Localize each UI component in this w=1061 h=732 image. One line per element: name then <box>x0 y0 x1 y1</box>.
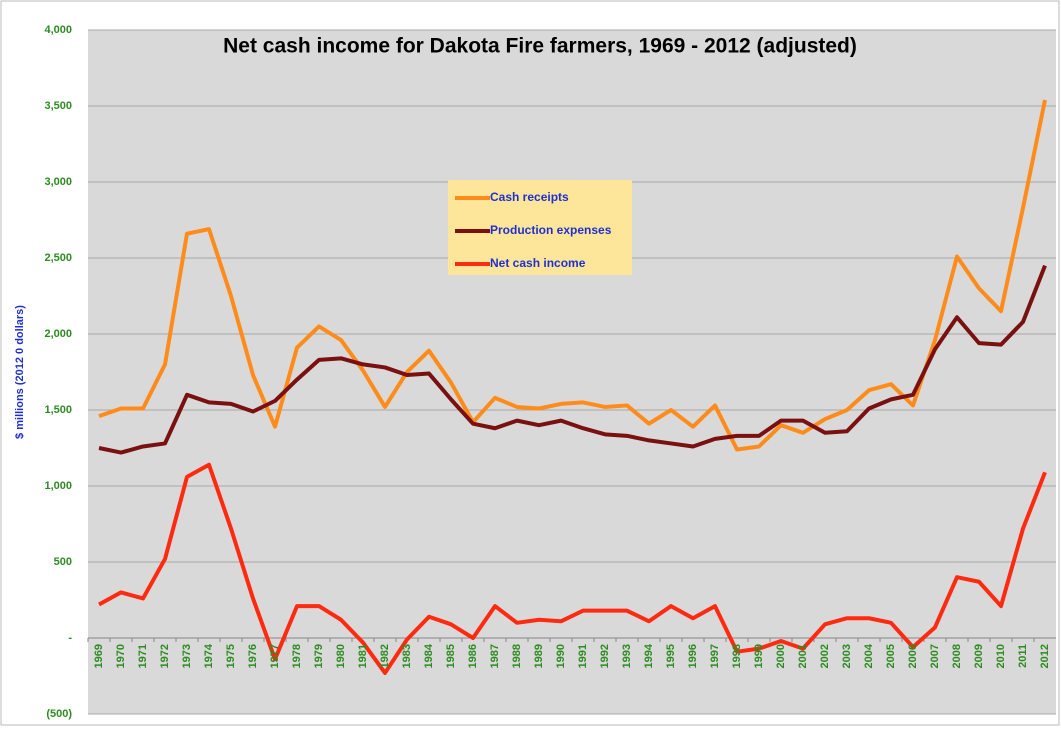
y-axis-title: $ millions (2012 0 dollars) <box>14 305 26 439</box>
x-tick-label: 1979 <box>313 644 325 668</box>
x-tick-label: 1969 <box>93 644 105 668</box>
legend-label: Cash receipts <box>490 190 569 204</box>
x-tick-label: 1972 <box>159 644 171 668</box>
y-tick-label: - <box>68 632 72 644</box>
x-tick-label: 1999 <box>753 644 765 668</box>
x-tick-label: 2010 <box>995 644 1007 668</box>
series-line <box>98 264 1047 455</box>
y-tick-label: 500 <box>54 556 72 568</box>
x-tick-label: 1993 <box>621 644 633 668</box>
lines <box>98 99 1047 675</box>
x-tick-label: 1994 <box>643 643 655 668</box>
x-tick-label: 1975 <box>225 644 237 668</box>
x-tick-label: 1976 <box>247 644 259 668</box>
x-tick-label: 1989 <box>533 644 545 668</box>
x-tick-label: 2011 <box>1017 644 1029 668</box>
x-tick-label: 1992 <box>599 644 611 668</box>
y-tick-label: 3,000 <box>44 176 72 188</box>
y-tick-label: 4,000 <box>44 24 72 36</box>
x-tick-label: 1982 <box>379 644 391 668</box>
y-tick-label: (500) <box>46 708 72 720</box>
x-tick-label: 1971 <box>137 644 149 668</box>
x-tick-label: 1974 <box>203 643 215 668</box>
x-tick-label: 1978 <box>291 644 303 668</box>
legend-label: Net cash income <box>490 256 586 270</box>
y-tick-label: 1,000 <box>44 480 72 492</box>
x-tick-label: 2009 <box>973 644 985 668</box>
x-tick-label: 1990 <box>555 644 567 668</box>
x-tick-label: 1998 <box>731 644 743 668</box>
x-tick-label: 1970 <box>115 644 127 668</box>
x-tick-label: 1987 <box>489 644 501 668</box>
plot-area <box>88 30 1056 714</box>
x-tick-label: 1977 <box>269 644 281 668</box>
legend <box>448 180 632 275</box>
y-tick-label: 3,500 <box>44 100 72 112</box>
x-tick-label: 2012 <box>1039 644 1051 668</box>
x-tick-label: 1986 <box>467 644 479 668</box>
x-tick-label: 1980 <box>335 644 347 668</box>
y-tick-label: 2,500 <box>44 252 72 264</box>
x-tick-label: 2002 <box>819 644 831 668</box>
x-tick-label: 1985 <box>445 644 457 668</box>
x-tick-label: 1991 <box>577 644 589 668</box>
x-tick-label: 1973 <box>181 644 193 668</box>
legend-label: Production expenses <box>490 223 612 237</box>
x-tick-label: 2005 <box>885 644 897 668</box>
chart-title: Net cash income for Dakota Fire farmers,… <box>223 35 857 58</box>
x-tick-label: 2004 <box>863 643 875 668</box>
x-tick-label: 1983 <box>401 644 413 668</box>
x-tick-label: 1984 <box>423 643 435 668</box>
x-tick-label: 2008 <box>951 644 963 668</box>
series-line <box>98 462 1047 675</box>
x-tick-label: 1997 <box>709 644 721 668</box>
x-tick-label: 2007 <box>929 644 941 668</box>
y-tick-label: 1,500 <box>44 404 72 416</box>
x-tick-label: 2001 <box>797 644 809 668</box>
x-tick-label: 1996 <box>687 644 699 668</box>
grid <box>87 29 1056 715</box>
x-tick-label: 1988 <box>511 644 523 668</box>
series-line <box>98 99 1047 452</box>
y-tick-label: 2,000 <box>44 328 72 340</box>
x-tick-label: 1981 <box>357 644 369 668</box>
x-tick-label: 2006 <box>907 644 919 668</box>
x-tick-label: 2003 <box>841 644 853 668</box>
x-tick-label: 2000 <box>775 644 787 668</box>
x-tick-label: 1995 <box>665 644 677 668</box>
